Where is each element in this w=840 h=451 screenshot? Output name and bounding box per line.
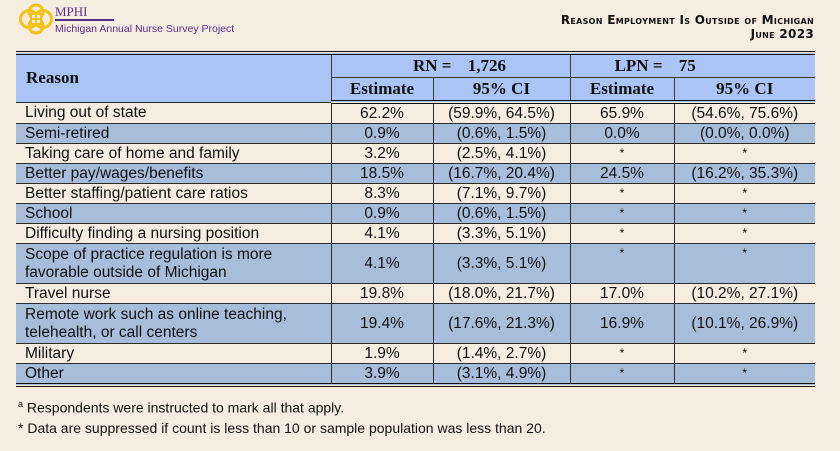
employment-reason-table: Reason RN = 1,726 LPN = 75 Estimate 95% … [16, 51, 815, 387]
lpn-group-header: LPN = 75 [569, 52, 815, 78]
footnote-a-marker: a [18, 399, 24, 409]
lpn-ci-cell: (10.2%, 27.1%) [673, 283, 815, 304]
rn-ci-cell: (0.6%, 1.5%) [432, 203, 570, 224]
lpn-estimate-cell: * [569, 363, 674, 385]
rn-estimate-header: Estimate [330, 77, 433, 104]
report-date: June 2023 [750, 27, 814, 41]
rn-estimate-cell: 62.2% [330, 101, 433, 124]
rn-ci-header: 95% CI [432, 77, 570, 104]
table-row: Better pay/wages/benefits 18.5% (16.7%, … [16, 163, 815, 184]
rn-estimate-cell: 0.9% [330, 123, 433, 144]
lpn-ci-cell: (10.1%, 26.9%) [673, 303, 815, 344]
footnote-suppression-marker: * [18, 420, 24, 436]
reason-column-header: Reason [16, 52, 331, 102]
table-row: Semi-retired 0.9% (0.6%, 1.5%) 0.0% (0.0… [16, 123, 815, 144]
table-row: Better staffing/patient care ratios 8.3%… [16, 183, 815, 204]
rn-group-count: 1,726 [467, 56, 506, 75]
reason-cell: Scope of practice regulation is more fav… [16, 243, 331, 284]
rn-estimate-cell: 8.3% [330, 183, 433, 204]
mphi-logo: MPHI Michigan Annual Nurse Survey Projec… [19, 2, 234, 36]
rn-estimate-cell: 19.8% [330, 283, 433, 304]
table-row: Other 3.9% (3.1%, 4.9%) * * [16, 363, 815, 385]
reason-cell: Remote work such as online teaching, tel… [16, 303, 331, 344]
rn-ci-cell: (16.7%, 20.4%) [432, 163, 570, 184]
report-title-block: Reason Employment Is Outside of Michigan… [561, 13, 814, 41]
lpn-estimate-cell: * [569, 343, 674, 364]
lpn-estimate-cell: * [569, 183, 674, 204]
lpn-ci-cell: (54.6%, 75.6%) [673, 101, 815, 124]
lpn-group-count: 75 [678, 56, 696, 75]
lpn-ci-cell: * [673, 203, 815, 224]
reason-cell: Taking care of home and family [16, 143, 331, 164]
rn-estimate-cell: 3.2% [330, 143, 433, 164]
lpn-ci-cell: * [673, 363, 815, 385]
rn-estimate-cell: 19.4% [330, 303, 433, 344]
reason-cell: School [16, 203, 331, 224]
reason-cell: Better pay/wages/benefits [16, 163, 331, 184]
lpn-ci-cell: * [673, 223, 815, 244]
report-title: Reason Employment Is Outside of Michigan [560, 13, 814, 27]
rn-ci-cell: (18.0%, 21.7%) [432, 283, 570, 304]
lpn-estimate-cell: 16.9% [569, 303, 674, 344]
lpn-estimate-cell: * [569, 203, 674, 224]
rn-estimate-cell: 4.1% [330, 223, 433, 244]
rn-estimate-cell: 4.1% [330, 243, 433, 284]
lpn-estimate-cell: 0.0% [569, 123, 674, 144]
logo-subtitle: Michigan Annual Nurse Survey Project [55, 22, 235, 35]
lpn-estimate-header: Estimate [569, 77, 674, 104]
lpn-ci-cell: * [673, 143, 815, 164]
table-row: Taking care of home and family 3.2% (2.5… [16, 143, 815, 164]
table-row: Difficulty finding a nursing position 4.… [16, 223, 815, 244]
rn-ci-cell: (1.4%, 2.7%) [432, 343, 570, 364]
footnote-suppression: * Data are suppressed if count is less t… [18, 420, 546, 436]
table-row: Travel nurse 19.8% (18.0%, 21.7%) 17.0% … [16, 283, 815, 304]
lpn-estimate-cell: * [569, 243, 674, 284]
rn-group-label: RN = [413, 56, 452, 75]
lpn-estimate-cell: * [569, 223, 674, 244]
reason-cell: Military [16, 343, 331, 364]
logo-org-name: MPHI [55, 5, 114, 21]
rn-ci-cell: (3.3%, 5.1%) [432, 243, 570, 284]
reason-cell: Semi-retired [16, 123, 331, 144]
footnote-suppression-text: Data are suppressed if count is less tha… [27, 420, 546, 436]
reason-cell: Living out of state [16, 101, 331, 124]
footnote-a-text: Respondents were instructed to mark all … [26, 399, 345, 416]
rn-estimate-cell: 0.9% [330, 203, 433, 224]
reason-cell: Difficulty finding a nursing position [16, 223, 331, 244]
rn-ci-cell: (0.6%, 1.5%) [432, 123, 570, 144]
table-row: Remote work such as online teaching, tel… [16, 303, 815, 344]
table-row: Military 1.9% (1.4%, 2.7%) * * [16, 343, 815, 364]
lpn-ci-cell: (0.0%, 0.0%) [673, 123, 815, 144]
lpn-ci-cell: * [673, 243, 815, 284]
lpn-group-label: LPN = [614, 56, 663, 75]
reason-cell: Travel nurse [16, 283, 331, 304]
lpn-estimate-cell: 65.9% [569, 101, 674, 124]
footnote-a: a Respondents were instructed to mark al… [18, 399, 344, 416]
table-row: School 0.9% (0.6%, 1.5%) * * [16, 203, 815, 224]
reason-cell: Other [16, 363, 331, 385]
lpn-ci-cell: * [673, 343, 815, 364]
lpn-estimate-cell: 24.5% [569, 163, 674, 184]
rn-estimate-cell: 1.9% [330, 343, 433, 364]
rn-ci-cell: (17.6%, 21.3%) [432, 303, 570, 344]
rn-ci-cell: (7.1%, 9.7%) [432, 183, 570, 204]
rn-estimate-cell: 3.9% [330, 363, 433, 385]
lpn-estimate-cell: * [569, 143, 674, 164]
table-row: Scope of practice regulation is more fav… [16, 243, 815, 284]
rn-ci-cell: (2.5%, 4.1%) [432, 143, 570, 164]
rn-estimate-cell: 18.5% [330, 163, 433, 184]
rn-ci-cell: (3.3%, 5.1%) [432, 223, 570, 244]
mphi-knot-icon [19, 3, 53, 35]
table-row: Living out of state 62.2% (59.9%, 64.5%)… [16, 101, 815, 124]
lpn-ci-header: 95% CI [673, 77, 815, 104]
reason-cell: Better staffing/patient care ratios [16, 183, 331, 204]
lpn-ci-cell: (16.2%, 35.3%) [673, 163, 815, 184]
lpn-ci-cell: * [673, 183, 815, 204]
rn-ci-cell: (3.1%, 4.9%) [432, 363, 570, 385]
rn-group-header: RN = 1,726 [330, 52, 570, 78]
lpn-estimate-cell: 17.0% [569, 283, 674, 304]
rn-ci-cell: (59.9%, 64.5%) [432, 101, 570, 124]
